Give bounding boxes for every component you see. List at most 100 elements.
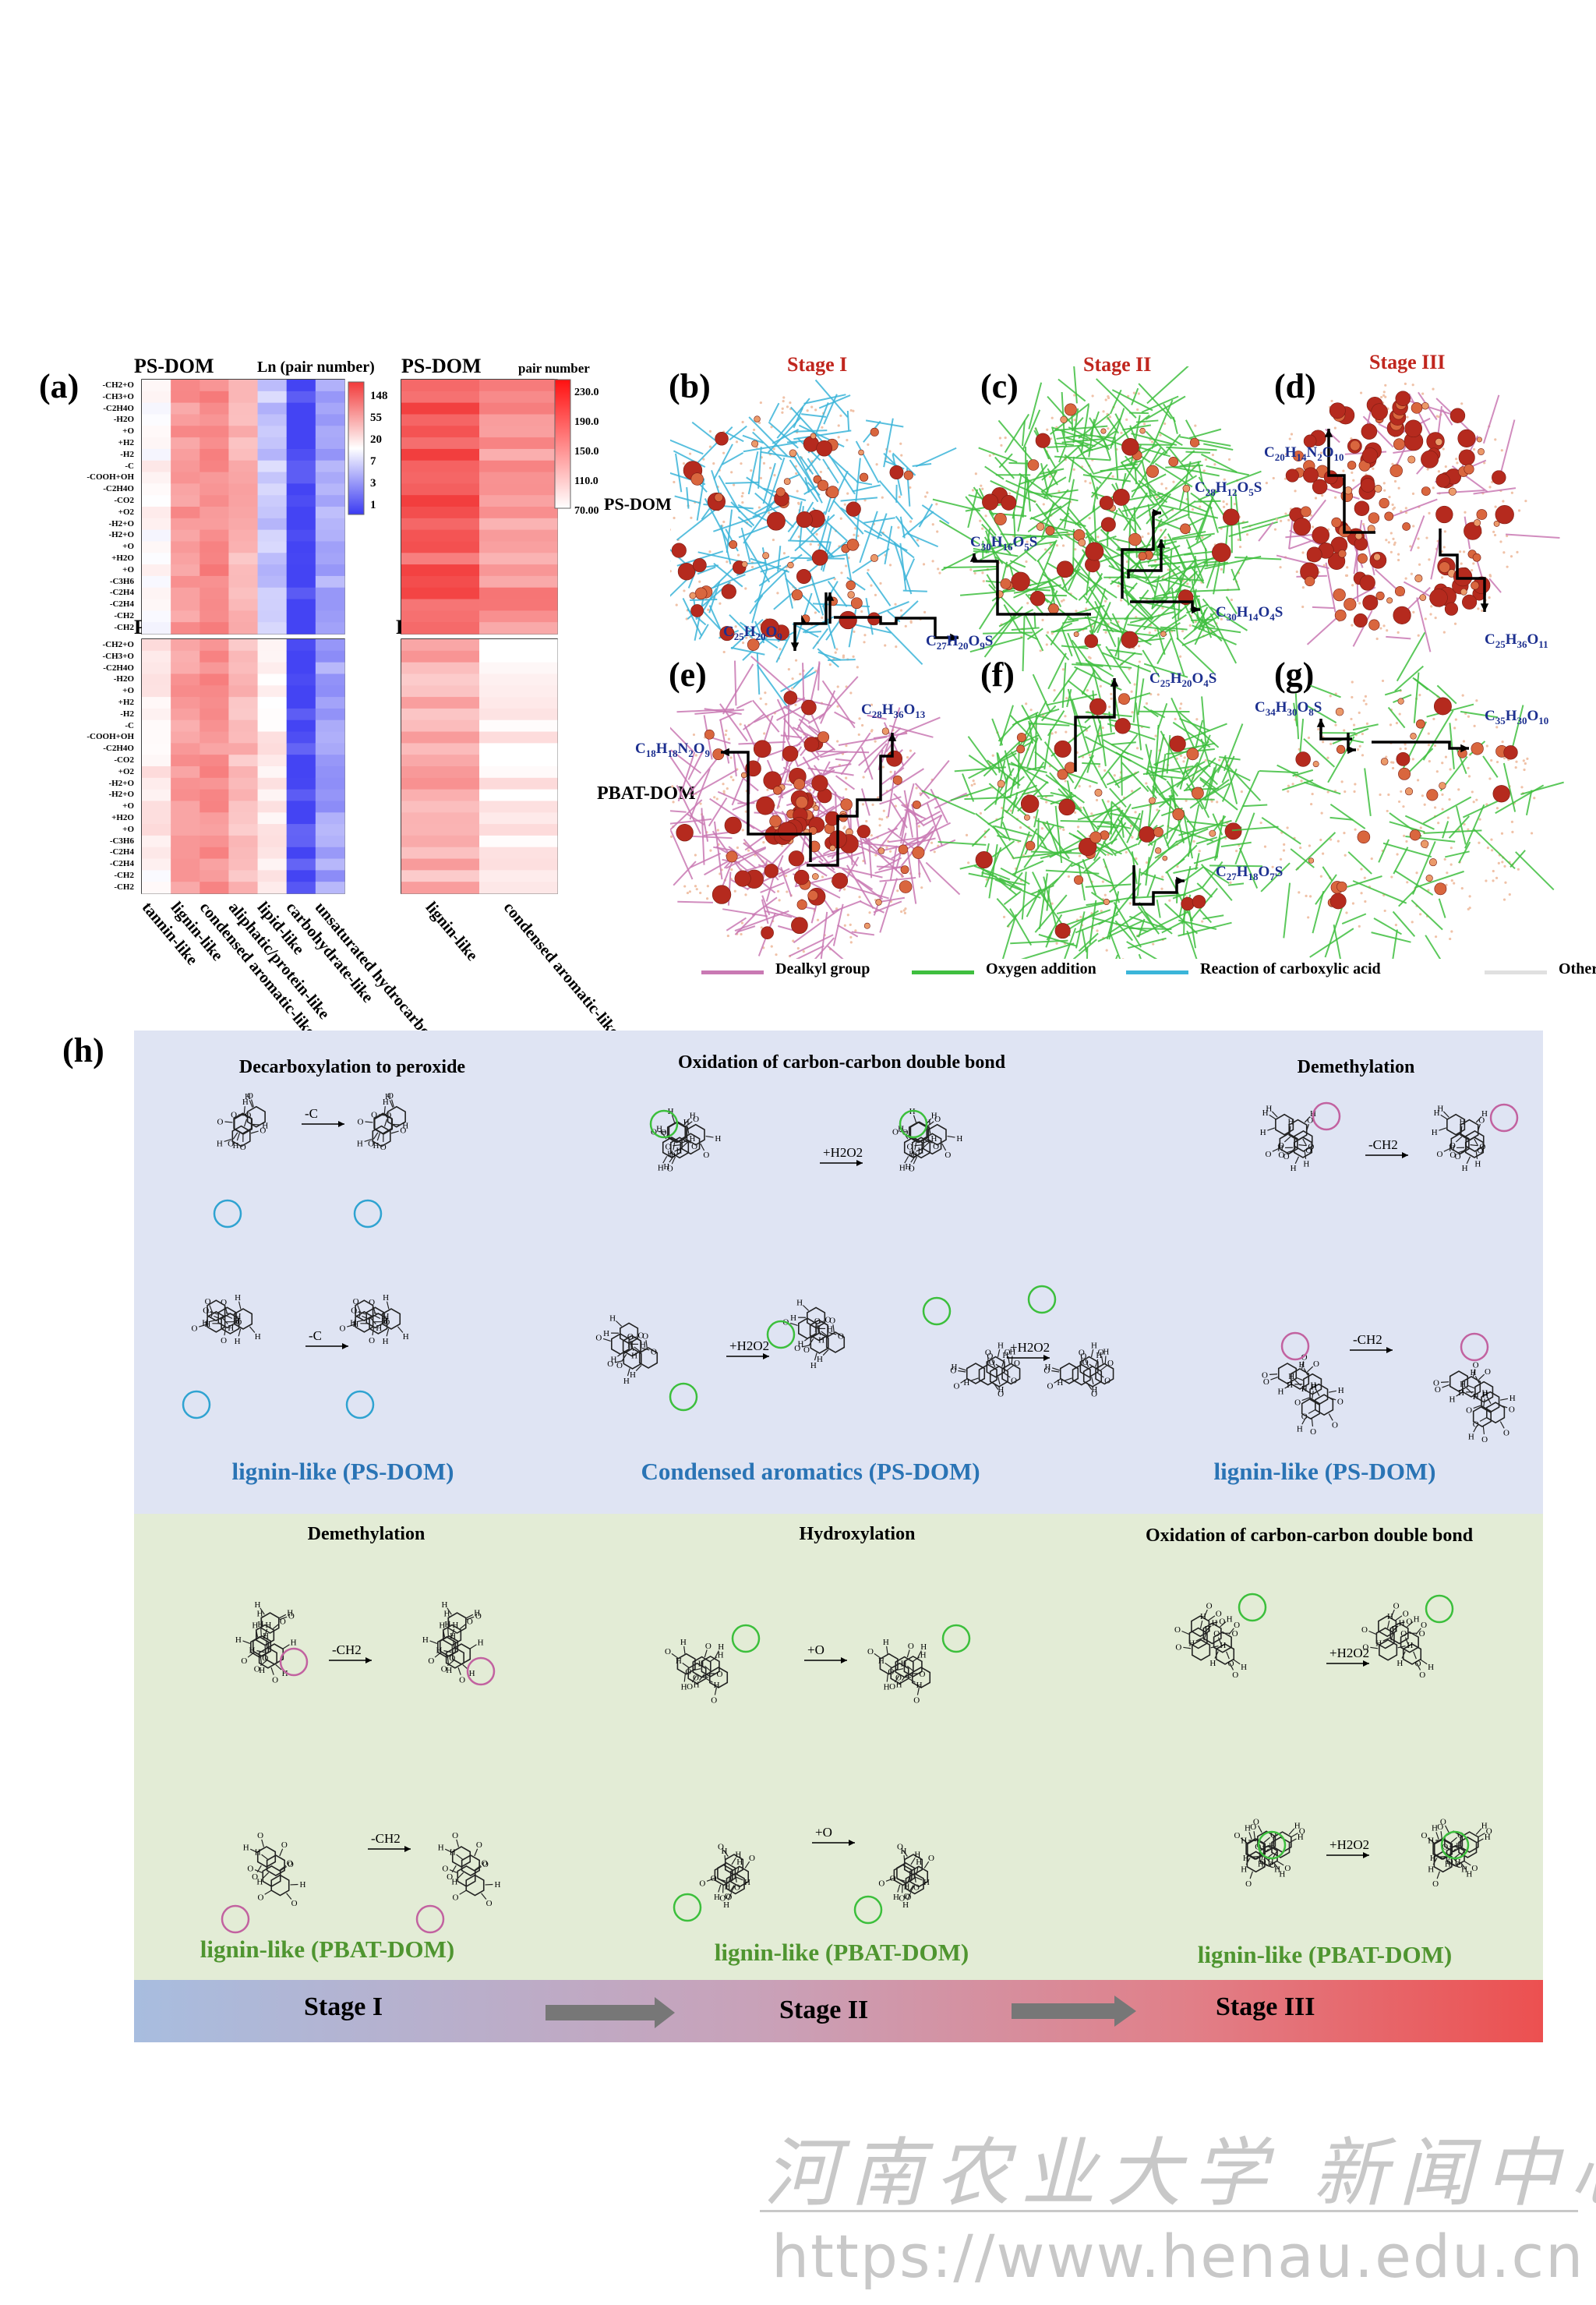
network-node-small bbox=[1097, 765, 1101, 768]
network-node-small bbox=[1204, 458, 1208, 461]
network-edge bbox=[867, 714, 887, 720]
network-edge bbox=[1068, 456, 1075, 483]
network-edge bbox=[1176, 637, 1215, 674]
benzene-ring bbox=[1481, 1391, 1500, 1413]
row-label: -CH2+O bbox=[102, 380, 135, 390]
network-edge bbox=[1073, 366, 1078, 404]
network-node-small bbox=[1467, 828, 1470, 831]
bond bbox=[1445, 1825, 1449, 1833]
network-node-small bbox=[885, 846, 888, 850]
network-edge bbox=[1204, 767, 1216, 801]
network-edge bbox=[1162, 622, 1181, 635]
bond bbox=[629, 1336, 637, 1341]
atom-label: H bbox=[744, 1878, 750, 1887]
reaction-arrowhead bbox=[763, 1353, 769, 1359]
atom-label: O bbox=[358, 1117, 364, 1126]
heatmap-cell bbox=[142, 650, 171, 663]
bond bbox=[1271, 1111, 1278, 1118]
atom-label: O bbox=[1485, 1367, 1491, 1377]
bond bbox=[1272, 1147, 1280, 1152]
heatmap-cell bbox=[142, 697, 171, 709]
network-node bbox=[1180, 523, 1191, 535]
bond bbox=[1101, 1356, 1103, 1364]
network-edge bbox=[1173, 466, 1220, 477]
bond bbox=[236, 1133, 240, 1141]
network-edge bbox=[1030, 885, 1054, 896]
network-node-small bbox=[1524, 762, 1527, 765]
network-node-small bbox=[1404, 577, 1407, 580]
network-edge bbox=[1167, 533, 1187, 569]
network-node-small bbox=[1389, 723, 1393, 726]
network-edge bbox=[718, 475, 741, 513]
network-node-small bbox=[1434, 617, 1437, 620]
network-node-small bbox=[1168, 899, 1171, 902]
benzene-ring bbox=[1294, 1130, 1313, 1152]
network-edge bbox=[828, 659, 856, 661]
heatmap-cell bbox=[257, 380, 288, 392]
atom-label: O bbox=[1104, 1376, 1110, 1385]
benzene-ring bbox=[729, 1865, 750, 1888]
network-node-small bbox=[1147, 532, 1150, 536]
network-node-small bbox=[670, 529, 671, 531]
benzene-ring bbox=[1450, 1133, 1470, 1155]
reaction-arrowhead bbox=[342, 1343, 348, 1349]
network-node-small bbox=[1437, 415, 1440, 419]
network-node-small bbox=[924, 495, 927, 498]
network-node-small bbox=[1096, 929, 1099, 932]
network-node-small bbox=[1279, 566, 1282, 569]
network-node-small bbox=[1167, 568, 1170, 571]
network-node-small bbox=[702, 458, 705, 461]
heatmap-cell bbox=[171, 495, 200, 507]
network-node-small bbox=[766, 788, 769, 791]
heatmap-cell bbox=[315, 835, 345, 848]
bond bbox=[279, 1616, 288, 1621]
heatmap-cell bbox=[142, 575, 171, 589]
heatmap-cell bbox=[401, 731, 480, 744]
network-edge bbox=[1406, 748, 1434, 775]
network-node-small bbox=[796, 947, 800, 950]
network-node-small bbox=[1429, 613, 1432, 616]
heatmap-cell bbox=[315, 426, 345, 438]
network-node-small bbox=[1311, 792, 1314, 796]
atom-label: H bbox=[255, 1600, 261, 1610]
network-node bbox=[773, 786, 782, 795]
atom-label: H bbox=[1241, 1836, 1247, 1845]
network-edge bbox=[1127, 624, 1176, 632]
row-label: -H2O bbox=[113, 674, 134, 684]
network-node-small bbox=[846, 492, 849, 495]
benzene-ring bbox=[1465, 1130, 1485, 1152]
network-edge bbox=[1171, 697, 1196, 751]
network-edge bbox=[722, 663, 754, 715]
benzene-ring bbox=[687, 1662, 707, 1685]
heatmap-cell bbox=[257, 553, 288, 565]
network-edge bbox=[1140, 840, 1178, 876]
network-node-small bbox=[874, 593, 877, 596]
network-edge bbox=[803, 484, 821, 495]
network-edge bbox=[793, 406, 804, 429]
network-node-small bbox=[1397, 486, 1400, 490]
network-edge bbox=[1138, 383, 1173, 420]
heatmap-cell bbox=[401, 777, 480, 790]
network-edge bbox=[1293, 702, 1298, 726]
benzene-ring bbox=[355, 1299, 374, 1322]
colorbar-tick: 55 bbox=[370, 412, 382, 424]
network-edge bbox=[1220, 841, 1252, 848]
network-node bbox=[1100, 428, 1107, 434]
benzene-ring bbox=[1213, 1631, 1232, 1653]
network-node bbox=[1492, 785, 1510, 803]
network-node-small bbox=[1461, 694, 1464, 697]
atom-label: O bbox=[703, 1151, 709, 1160]
network-edge bbox=[1110, 408, 1125, 449]
network-edge bbox=[788, 539, 832, 543]
network-node bbox=[898, 844, 909, 855]
network-edge bbox=[1056, 900, 1114, 914]
atom-label: H bbox=[263, 1632, 269, 1641]
network-edge bbox=[1156, 703, 1168, 730]
heatmap-cell bbox=[257, 824, 288, 836]
network-node-small bbox=[1510, 820, 1514, 823]
network-edge bbox=[973, 550, 990, 553]
atom-label: O bbox=[1263, 1377, 1269, 1387]
